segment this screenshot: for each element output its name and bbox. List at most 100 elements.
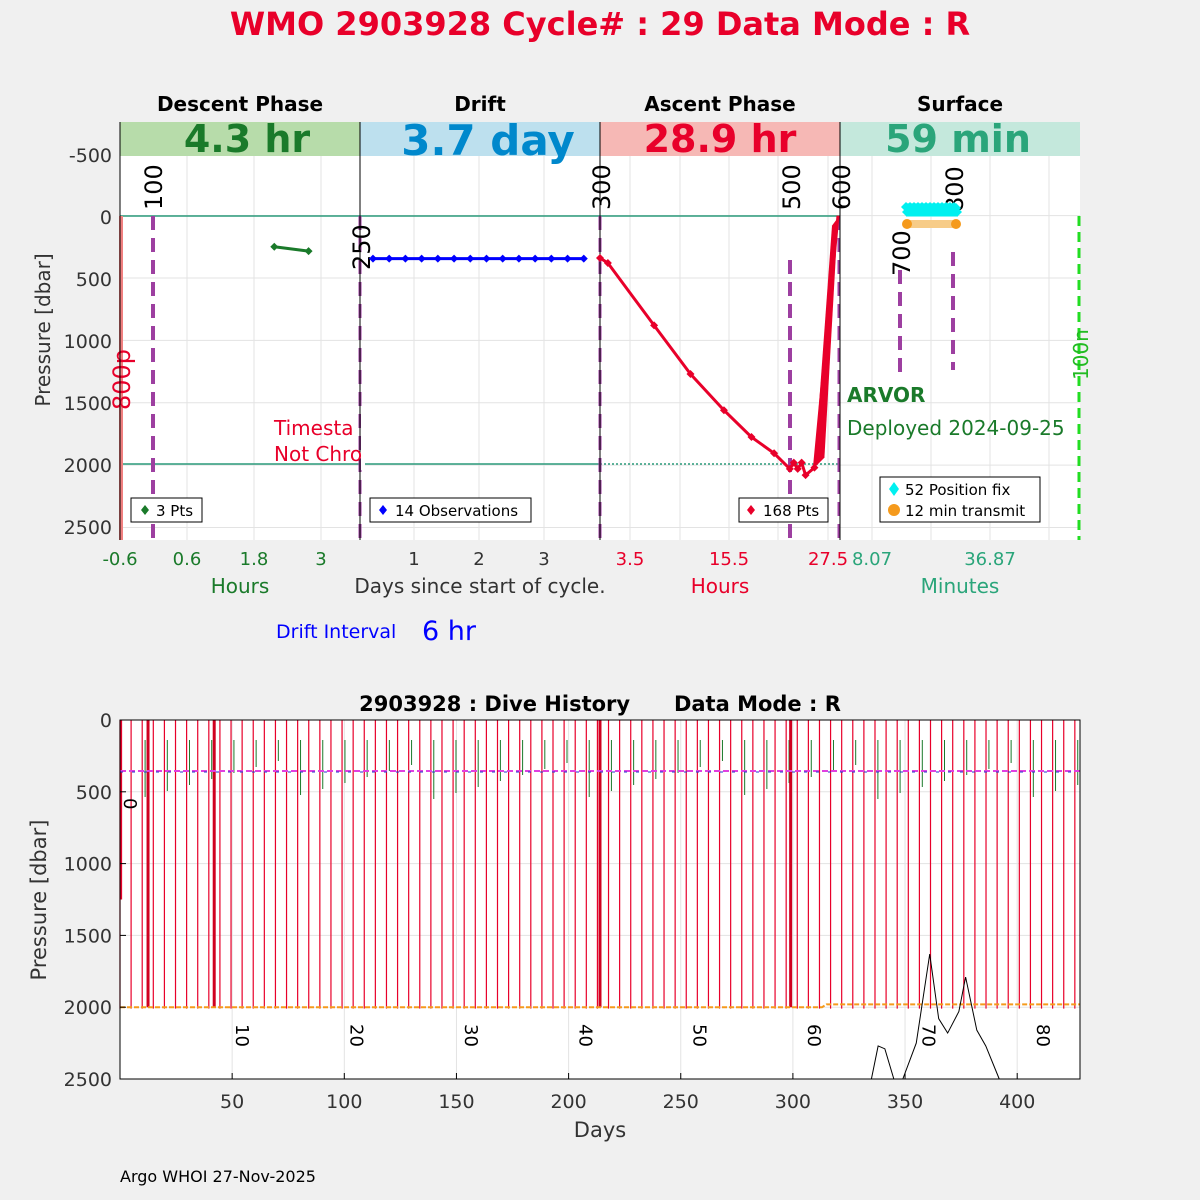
descent-xtick: 0.6	[173, 549, 202, 570]
figure-title: WMO 2903928 Cycle# : 29 Data Mode : R	[230, 5, 970, 43]
ascent-point	[785, 464, 794, 473]
marker-800p-label: 800p	[108, 349, 136, 410]
cycle-number-label: 0	[119, 798, 140, 809]
transmit-end-dot	[951, 219, 961, 229]
drift-point	[368, 254, 377, 263]
ascent-final-band	[814, 217, 838, 468]
bottom-depth-line	[870, 953, 1000, 1080]
ascent-legend-label: 168 Pts	[763, 502, 819, 520]
gps-position-fixes	[901, 202, 962, 217]
drift-xtick: 1	[408, 549, 419, 570]
transmit-start-dot	[902, 219, 912, 229]
warning-clip-cover	[361, 410, 365, 470]
bottom-xtick-label: 100	[326, 1091, 362, 1113]
ascent-xtick: 3.5	[616, 549, 645, 570]
top-ytick-label: 1000	[64, 331, 112, 353]
timestamp-warning-line2: Not Chro	[274, 442, 362, 466]
phase-name-drift: Drift	[454, 92, 506, 116]
ascent-point	[810, 463, 819, 472]
drift-legend-label: 14 Observations	[395, 502, 518, 520]
cycle-number-label: 80	[1032, 1024, 1053, 1047]
drift-legend-marker	[379, 505, 387, 515]
drift-point	[482, 254, 491, 263]
ascent-duration: 28.9 hr	[644, 117, 797, 161]
cycle-profile-chart: Descent Phase Drift Ascent Phase Surface…	[31, 92, 1093, 647]
dive-history-chart: 2903928 : Dive History Data Mode : R 0 10…	[27, 692, 1081, 1142]
ascent-point	[797, 458, 806, 467]
drift-interval-value: 6 hr	[422, 616, 477, 647]
top-y-ticks: -500 0 500 1000 1500 2000 2500	[64, 145, 112, 539]
drift-duration: 3.7 day	[401, 116, 575, 165]
bottom-axis-ticks: 50 100 150 200 250 300 350 40005001000150020002…	[64, 710, 1036, 1113]
cycle-number-label: 30	[460, 1024, 481, 1047]
ascent-point	[793, 464, 802, 473]
ascent-legend-marker	[747, 505, 755, 515]
drift-point	[417, 254, 426, 263]
bottom-xtick-label: 200	[550, 1091, 586, 1113]
marker-100-label: 100	[140, 164, 168, 210]
cycle-number-label: 10	[231, 1024, 252, 1047]
ascent-xlabel: Hours	[691, 574, 750, 598]
drift-xtick: 2	[473, 549, 484, 570]
drift-point	[563, 254, 572, 263]
gps-legend-label: 52 Position fix	[905, 481, 1010, 499]
bottom-xtick-label: 350	[887, 1091, 923, 1113]
drift-trace	[120, 769, 1080, 773]
ascent-point	[686, 370, 695, 379]
bottom-ytick-label: 2500	[64, 1069, 112, 1091]
top-y-axis-label: Pressure [dbar]	[31, 253, 55, 406]
cycle-number-label: 70	[918, 1024, 939, 1047]
surface-banner	[840, 122, 1080, 156]
ascent-point	[770, 449, 779, 458]
top-ytick-label: 1500	[64, 393, 112, 415]
bottom-xtick-label: 250	[663, 1091, 699, 1113]
phase-name-descent: Descent Phase	[157, 92, 323, 116]
marker-700-label: 700	[888, 230, 916, 276]
timestamp-warning-line1: Timesta	[273, 416, 353, 440]
descent-line	[274, 245, 309, 253]
bottom-xtick-label: 300	[775, 1091, 811, 1113]
drift-point	[498, 254, 507, 263]
ascent-point	[603, 258, 612, 267]
descent-duration: 4.3 hr	[184, 117, 311, 161]
drift-point	[450, 254, 459, 263]
cycle-number-label: 50	[689, 1024, 710, 1047]
descent-banner	[120, 122, 360, 156]
descent-xtick: -0.6	[102, 549, 137, 570]
cycle-number-label: 60	[803, 1024, 824, 1047]
bottom-ytick-label: 1000	[64, 854, 112, 876]
bottom-axes-frame	[119, 719, 1081, 1080]
bottom-x-axis-label: Days	[574, 1118, 626, 1142]
drift-point	[433, 254, 442, 263]
drift-banner	[360, 122, 600, 156]
drift-point	[531, 254, 540, 263]
top-ytick-label: 0	[100, 207, 112, 229]
marker-100n-label: 100n	[1069, 329, 1093, 380]
surface-xtick: 8.07	[852, 549, 892, 570]
deployment-date: Deployed 2024-09-25	[847, 416, 1065, 440]
descent-legend-label: 3 Pts	[156, 502, 193, 520]
cycle-number-labels: 0 10 20 30 40 50 60 70 80	[119, 798, 1053, 1047]
ascent-legend: 168 Pts	[738, 497, 829, 523]
descent-series	[270, 242, 313, 256]
profile-pressure-line	[120, 1003, 1080, 1009]
bottom-ytick-label: 2000	[64, 997, 112, 1019]
surface-duration: 59 min	[885, 117, 1031, 161]
gps-legend-marker	[889, 482, 899, 496]
ascent-point	[596, 254, 604, 263]
bottom-y-axis-label: Pressure [dbar]	[27, 820, 51, 981]
drift-point	[466, 254, 475, 263]
cycle-bars	[119, 720, 1079, 1009]
float-type: ARVOR	[847, 383, 925, 407]
descent-legend-marker	[141, 505, 149, 515]
drift-series	[368, 254, 588, 263]
drift-xtick: 3	[538, 549, 549, 570]
bottom-depth-trace	[870, 953, 1000, 1080]
marker-600-label: 600	[828, 164, 856, 210]
drift-legend: 14 Observations	[369, 497, 532, 523]
descent-legend: 3 Pts	[130, 497, 203, 523]
drift-point	[579, 254, 588, 263]
marker-250-label: 250	[348, 224, 376, 270]
gps-fix-marker	[952, 207, 962, 217]
